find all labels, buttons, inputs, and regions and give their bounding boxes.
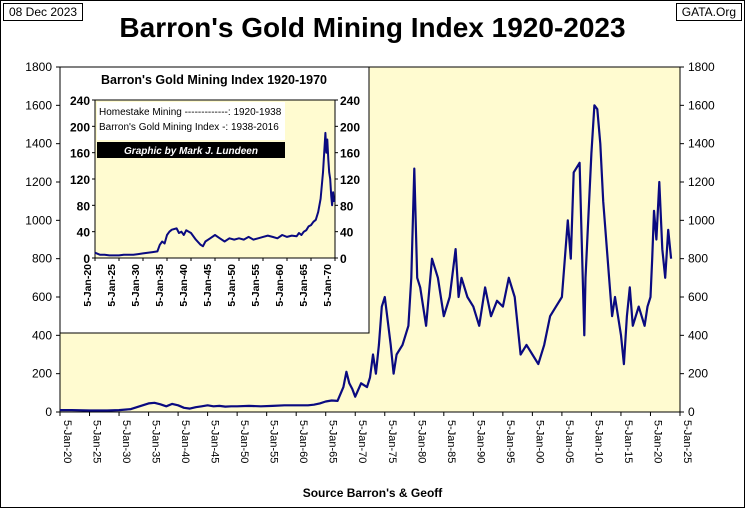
inset-series-line — [94, 131, 335, 257]
y-tick-label-right: 1200 — [688, 175, 715, 189]
source-label: GATA.Org — [675, 3, 742, 21]
x-tick-label: 5-Jan-25 — [91, 420, 103, 463]
inset-y-tick-label-left: 160 — [70, 147, 90, 161]
y-tick-label-right: 800 — [688, 252, 708, 266]
y-tick-label-right: 200 — [688, 367, 708, 381]
y-tick-label-left: 400 — [32, 328, 52, 342]
inset-credit-box — [97, 142, 285, 158]
inset-x-tick-label: 5-Jan-20 — [82, 264, 94, 307]
x-tick-label: 5-Jan-75 — [386, 420, 398, 463]
x-tick-label: 5-Jan-45 — [209, 420, 221, 463]
x-tick-label: 5-Jan-10 — [592, 420, 604, 463]
y-tick-label-left: 600 — [32, 290, 52, 304]
y-tick-label-right: 0 — [688, 405, 695, 419]
x-tick-label: 5-Jan-55 — [268, 420, 280, 463]
inset-credit-label: Graphic by Mark J. Lundeen — [124, 146, 258, 157]
y-tick-label-left: 0 — [45, 405, 52, 419]
x-tick-label: 5-Jan-00 — [533, 420, 545, 463]
y-tick-label-left: 1800 — [25, 60, 52, 74]
inset-x-tick-label: 5-Jan-45 — [202, 264, 214, 307]
x-tick-label: 5-Jan-20 — [61, 420, 73, 463]
y-tick-label-left: 200 — [32, 367, 52, 381]
x-tick-label: 5-Jan-15 — [622, 420, 634, 463]
inset-y-tick-label-right: 0 — [340, 252, 347, 266]
inset-y-tick-label-right: 40 — [340, 226, 354, 240]
x-tick-label: 5-Jan-85 — [445, 420, 457, 463]
y-tick-label-right: 1600 — [688, 98, 715, 112]
inset-legend-label: Homestake Mining -------------: 1920-193… — [99, 107, 282, 118]
inset-y-tick-label-left: 200 — [70, 120, 90, 134]
x-tick-label: 5-Jan-65 — [327, 420, 339, 463]
y-tick-label-right: 1400 — [688, 137, 715, 151]
inset-y-tick-label-left: 120 — [70, 173, 90, 187]
x-tick-label: 5-Jan-80 — [415, 420, 427, 463]
inset-x-tick-label: 5-Jan-40 — [178, 264, 190, 307]
y-tick-label-left: 1400 — [25, 137, 52, 151]
inset-legend-label: Barron's Gold Mining Index -: 1938-2016 — [99, 122, 279, 133]
inset-x-tick-label: 5-Jan-50 — [226, 264, 238, 307]
inset-x-tick-label: 5-Jan-70 — [322, 264, 334, 307]
y-tick-label-right: 1000 — [688, 213, 715, 227]
inset-y-tick-label-left: 240 — [70, 94, 90, 108]
y-tick-label-right: 1800 — [688, 60, 715, 74]
inset-x-tick-label: 5-Jan-25 — [106, 264, 118, 307]
x-tick-label: 5-Jan-90 — [474, 420, 486, 463]
x-tick-label: 5-Jan-20 — [651, 420, 663, 463]
x-tick-label: 5-Jan-40 — [179, 420, 191, 463]
x-tick-label: 5-Jan-50 — [238, 420, 250, 463]
y-tick-label-left: 1200 — [25, 175, 52, 189]
inset-y-tick-label-left: 0 — [83, 252, 90, 266]
inset-y-tick-label-right: 200 — [340, 120, 360, 134]
x-tick-label: 5-Jan-30 — [120, 420, 132, 463]
x-tick-label: 5-Jan-05 — [563, 420, 575, 463]
y-tick-label-left: 800 — [32, 252, 52, 266]
inset-x-tick-label: 5-Jan-30 — [130, 264, 142, 307]
inset-y-tick-label-right: 80 — [340, 199, 354, 213]
inset-y-tick-label-left: 80 — [77, 199, 91, 213]
index-series-line — [60, 104, 673, 412]
y-tick-label-left: 1000 — [25, 213, 52, 227]
inset-y-tick-label-right: 240 — [340, 94, 360, 108]
inset-x-tick-label: 5-Jan-35 — [154, 264, 166, 307]
inset-x-tick-label: 5-Jan-65 — [298, 264, 310, 307]
x-tick-label: 5-Jan-60 — [297, 420, 309, 463]
inset-title: Barron's Gold Mining Index 1920-1970 — [101, 73, 327, 87]
y-tick-label-right: 600 — [688, 290, 708, 304]
inset-legend-box — [97, 102, 285, 140]
x-tick-label: 5-Jan-70 — [356, 420, 368, 463]
date-label: 08 Dec 2023 — [3, 3, 84, 21]
inset-y-tick-label-left: 40 — [77, 226, 91, 240]
x-axis-title: Source Barron's & Geoff — [302, 486, 443, 500]
x-tick-label: 5-Jan-25 — [681, 420, 693, 463]
inset-y-tick-label-right: 120 — [340, 173, 360, 187]
chart-title: Barron's Gold Mining Index 1920-2023 — [119, 12, 626, 43]
y-tick-label-left: 1600 — [25, 98, 52, 112]
inset-x-tick-label: 5-Jan-60 — [274, 264, 286, 307]
x-tick-label: 5-Jan-95 — [504, 420, 516, 463]
y-tick-label-right: 400 — [688, 328, 708, 342]
inset-x-tick-label: 5-Jan-55 — [250, 264, 262, 307]
inset-chart: Barron's Gold Mining Index 1920-1970 0 0 40… — [59, 66, 370, 334]
inset-y-tick-label-right: 160 — [340, 147, 360, 161]
x-tick-label: 5-Jan-35 — [150, 420, 162, 463]
